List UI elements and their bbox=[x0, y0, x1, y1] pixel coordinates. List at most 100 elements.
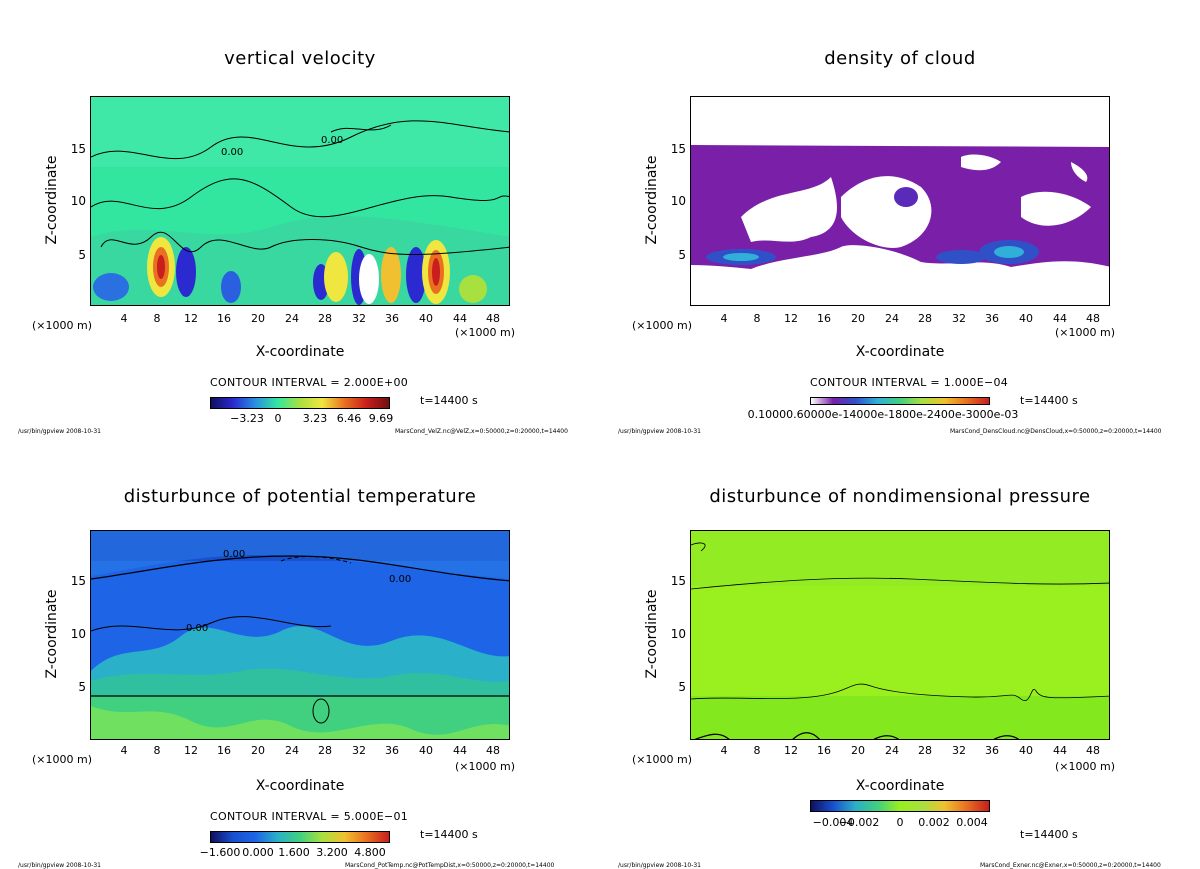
colorbar-label: 0.004 bbox=[956, 816, 988, 829]
chart-title: disturbunce of nondimensional pressure bbox=[709, 486, 1091, 507]
contour-label: 0.00 bbox=[389, 574, 412, 585]
contour-label: 0.00 bbox=[186, 623, 209, 634]
x-tick: 24 bbox=[285, 312, 299, 325]
x-tick: 24 bbox=[285, 744, 299, 757]
footer-left: /usr/bin/gpview 2008-10-31 bbox=[618, 428, 701, 435]
contour-label: 0.00 bbox=[223, 549, 246, 560]
x-tick: 20 bbox=[251, 744, 265, 757]
colorbar bbox=[810, 397, 990, 405]
x-tick: 8 bbox=[153, 744, 161, 757]
x-tick: 48 bbox=[1086, 744, 1100, 757]
x-tick: 20 bbox=[851, 744, 865, 757]
x-tick: 16 bbox=[817, 744, 831, 757]
y-tick: 10 bbox=[70, 627, 86, 641]
x-tick: 28 bbox=[318, 744, 332, 757]
x-tick: 32 bbox=[952, 744, 966, 757]
x-axis-label: X-coordinate bbox=[255, 778, 345, 794]
time-label: t=14400 s bbox=[420, 394, 478, 407]
chart-title: vertical velocity bbox=[224, 48, 376, 69]
y-tick: 5 bbox=[678, 248, 686, 262]
y-tick: 5 bbox=[678, 680, 686, 694]
y-tick: 15 bbox=[670, 574, 686, 588]
x-tick: 44 bbox=[1053, 312, 1067, 325]
cloud-field bbox=[691, 97, 1109, 305]
x-unit-right: (×1000 m) bbox=[455, 760, 516, 773]
x-unit-left: (×1000 m) bbox=[632, 753, 693, 766]
x-tick: 4 bbox=[720, 312, 728, 325]
x-tick: 44 bbox=[1053, 744, 1067, 757]
x-tick: 48 bbox=[486, 744, 500, 757]
colorbar-label: 0.000 bbox=[242, 846, 274, 859]
panel-potential-temperature: disturbunce of potential temperature 0.0… bbox=[0, 434, 600, 869]
x-unit-right: (×1000 m) bbox=[455, 326, 516, 339]
colorbar-label: 0.10000.60000e-14000e-1800e-2400e-3000e-… bbox=[747, 408, 1019, 421]
colorbar-label: 6.46 bbox=[336, 412, 362, 425]
time-label: t=14400 s bbox=[1020, 828, 1078, 841]
y-tick: 5 bbox=[78, 248, 86, 262]
x-unit-left: (×1000 m) bbox=[32, 319, 93, 332]
chart-title: disturbunce of potential temperature bbox=[123, 486, 477, 507]
colorbar-label: −0.004 bbox=[812, 816, 854, 829]
contour-label: 0.00 bbox=[321, 135, 344, 146]
colorbar-label: −3.23 bbox=[230, 412, 264, 425]
contour-interval: CONTOUR INTERVAL = 1.000E−04 bbox=[810, 376, 1009, 389]
y-tick: 10 bbox=[670, 194, 686, 208]
x-tick: 12 bbox=[784, 744, 798, 757]
y-tick: 15 bbox=[670, 142, 686, 156]
colorbar bbox=[210, 397, 390, 409]
x-tick: 44 bbox=[453, 744, 467, 757]
y-tick: 5 bbox=[78, 680, 86, 694]
y-tick: 10 bbox=[670, 627, 686, 641]
colorbar-label: 1.600 bbox=[278, 846, 310, 859]
x-tick: 16 bbox=[217, 744, 231, 757]
x-unit-left: (×1000 m) bbox=[632, 319, 693, 332]
footer-right: MarsCond_Exner.nc@Exner,x=0:50000,z=0:20… bbox=[980, 862, 1161, 869]
x-tick: 36 bbox=[385, 744, 399, 757]
potential-temperature-field bbox=[91, 531, 509, 739]
x-tick: 4 bbox=[720, 744, 728, 757]
x-tick: 8 bbox=[753, 744, 761, 757]
x-tick: 16 bbox=[817, 312, 831, 325]
contour-interval: CONTOUR INTERVAL = 2.000E+00 bbox=[210, 376, 409, 389]
x-tick: 40 bbox=[1019, 744, 1033, 757]
colorbar-label: 3.200 bbox=[316, 846, 348, 859]
x-unit-right: (×1000 m) bbox=[1055, 326, 1116, 339]
x-tick: 48 bbox=[1086, 312, 1100, 325]
x-unit-right: (×1000 m) bbox=[1055, 760, 1116, 773]
colorbar-label: 9.69 bbox=[368, 412, 394, 425]
x-tick: 4 bbox=[120, 744, 128, 757]
y-tick: 15 bbox=[70, 574, 86, 588]
plot-area: 0.00 0.00 bbox=[90, 96, 510, 306]
x-tick: 44 bbox=[453, 312, 467, 325]
x-tick: 28 bbox=[918, 312, 932, 325]
x-tick: 32 bbox=[952, 312, 966, 325]
x-tick: 36 bbox=[385, 312, 399, 325]
x-tick: 8 bbox=[753, 312, 761, 325]
colorbar-label: 4.800 bbox=[354, 846, 386, 859]
pressure-field bbox=[691, 531, 1109, 739]
panel-nondimensional-pressure: disturbunce of nondimensional pressure Z… bbox=[600, 434, 1200, 869]
x-tick: 48 bbox=[486, 312, 500, 325]
x-axis-label: X-coordinate bbox=[855, 778, 945, 794]
plot-area: 0.00 0.00 0.00 bbox=[90, 530, 510, 740]
x-tick: 40 bbox=[419, 744, 433, 757]
footer-right: MarsCond_DensCloud.nc@DensCloud,x=0:5000… bbox=[950, 428, 1162, 435]
colorbar-label: −1.600 bbox=[199, 846, 241, 859]
x-unit-left: (×1000 m) bbox=[32, 753, 93, 766]
x-axis-label: X-coordinate bbox=[855, 344, 945, 360]
plot-area bbox=[690, 96, 1110, 306]
x-tick: 12 bbox=[784, 312, 798, 325]
footer-left: /usr/bin/gpview 2008-10-31 bbox=[18, 428, 101, 435]
x-tick: 32 bbox=[352, 744, 366, 757]
x-tick: 40 bbox=[1019, 312, 1033, 325]
time-label: t=14400 s bbox=[420, 828, 478, 841]
footer-right: MarsCond_PotTemp.nc@PotTempDist,x=0:5000… bbox=[345, 862, 555, 869]
colorbar-label: 0.002 bbox=[918, 816, 950, 829]
x-tick: 36 bbox=[985, 744, 999, 757]
footer-left: /usr/bin/gpview 2008-10-31 bbox=[618, 862, 701, 869]
footer-left: /usr/bin/gpview 2008-10-31 bbox=[18, 862, 101, 869]
x-tick: 4 bbox=[120, 312, 128, 325]
colorbar-label: 0 bbox=[274, 412, 282, 425]
y-tick: 10 bbox=[70, 194, 86, 208]
x-tick: 40 bbox=[419, 312, 433, 325]
